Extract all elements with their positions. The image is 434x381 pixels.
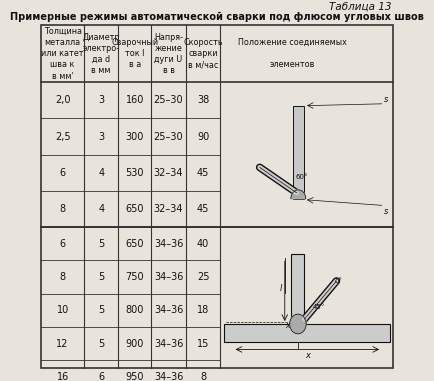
Text: 40: 40 (197, 239, 209, 249)
Text: 8: 8 (59, 204, 66, 214)
Text: Скорость
сварки
в м/час: Скорость сварки в м/час (183, 38, 223, 69)
Text: 18: 18 (197, 305, 209, 315)
Text: 6: 6 (59, 239, 66, 249)
Text: x: x (285, 322, 289, 330)
Text: 5: 5 (98, 239, 104, 249)
Text: 4: 4 (98, 168, 104, 178)
Text: 950: 950 (125, 372, 144, 381)
Text: 5: 5 (98, 339, 104, 349)
Text: 34–36: 34–36 (154, 372, 183, 381)
Text: 8: 8 (200, 372, 206, 381)
Text: 25: 25 (197, 272, 209, 282)
Text: s: s (384, 207, 388, 216)
Text: 32–34: 32–34 (154, 204, 183, 214)
Text: 160: 160 (126, 95, 144, 105)
Bar (291, 253, 305, 324)
Text: 34–36: 34–36 (154, 272, 183, 282)
Text: δ°: δ° (335, 278, 342, 284)
Text: 45°: 45° (312, 304, 325, 311)
Text: 10: 10 (56, 305, 69, 315)
Text: 25–30: 25–30 (154, 131, 183, 142)
Text: x: x (305, 351, 310, 360)
Text: 650: 650 (125, 239, 144, 249)
Text: 16: 16 (56, 372, 69, 381)
Text: 3: 3 (98, 95, 104, 105)
Text: Положение соединяемых

элементов: Положение соединяемых элементов (238, 38, 347, 69)
Text: 45: 45 (197, 204, 209, 214)
Text: 300: 300 (126, 131, 144, 142)
Text: 750: 750 (125, 272, 144, 282)
Polygon shape (291, 190, 306, 199)
Text: 2,0: 2,0 (55, 95, 70, 105)
Polygon shape (290, 314, 306, 334)
Text: 25–30: 25–30 (154, 95, 183, 105)
Text: 15: 15 (197, 339, 209, 349)
Text: 45: 45 (197, 168, 209, 178)
Text: 12: 12 (56, 339, 69, 349)
Text: 2,5: 2,5 (55, 131, 70, 142)
Text: 5: 5 (98, 272, 104, 282)
Text: 8: 8 (59, 272, 66, 282)
Text: 90: 90 (197, 131, 209, 142)
Text: Таблица 13: Таблица 13 (329, 2, 392, 12)
Text: 900: 900 (126, 339, 144, 349)
Text: Сварочный
ток I
в а: Сварочный ток I в а (111, 38, 158, 69)
Text: Диаметр
электро-
да d
в мм: Диаметр электро- да d в мм (82, 33, 120, 75)
Text: 32–34: 32–34 (154, 168, 183, 178)
Text: Толщина
металла
или катет
шва к
в мм': Толщина металла или катет шва к в мм' (41, 27, 84, 80)
Text: 4: 4 (98, 204, 104, 214)
Text: s: s (384, 95, 388, 104)
Text: 6: 6 (98, 372, 104, 381)
Bar (293, 106, 304, 199)
Text: 3: 3 (98, 131, 104, 142)
Text: Примерные режимы автоматической сварки под флюсом угловых швов: Примерные режимы автоматической сварки п… (10, 12, 424, 22)
Text: 650: 650 (125, 204, 144, 214)
Text: 800: 800 (126, 305, 144, 315)
Text: 530: 530 (125, 168, 144, 178)
Text: 6: 6 (59, 168, 66, 178)
Text: 5: 5 (98, 305, 104, 315)
Text: 60°: 60° (295, 174, 308, 180)
Bar (224, 324, 390, 342)
Text: Напря-
жение
дуги U
в в: Напря- жение дуги U в в (154, 33, 183, 75)
Text: 34–36: 34–36 (154, 339, 183, 349)
Text: 38: 38 (197, 95, 209, 105)
Text: 34–36: 34–36 (154, 239, 183, 249)
Text: l: l (280, 284, 282, 293)
Text: 34–36: 34–36 (154, 305, 183, 315)
